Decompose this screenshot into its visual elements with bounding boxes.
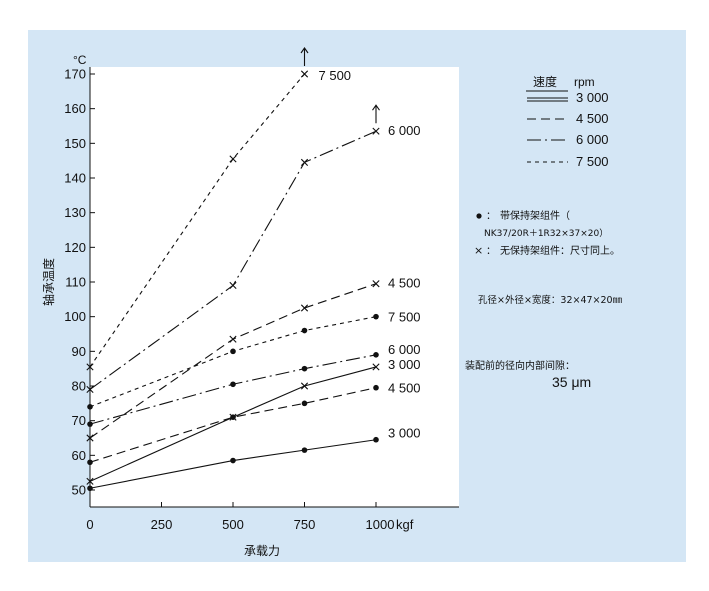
y-tick-label: 70: [72, 413, 86, 428]
series-line: [89, 130, 377, 390]
y-tick-label: 160: [64, 101, 86, 116]
legend-label-3000: 3 000: [576, 90, 609, 105]
series-end-label: 7 500: [388, 310, 421, 325]
off-scale-arrow: [300, 47, 309, 66]
data-point-x: [372, 363, 380, 371]
x-tick-label: 0: [86, 517, 93, 532]
x-axis-title: 承载力: [244, 544, 280, 558]
x-marker-icon: ×: [474, 244, 483, 257]
axis-layer: 50 60 70 80 90 100 110 120 130 140 150 160 170 0 250 50…: [64, 67, 459, 532]
data-point-x: [300, 158, 309, 166]
clearance-value: 35 μm: [552, 374, 591, 390]
legend-label-4500: 4 500: [576, 111, 609, 126]
series-end-label: 4 500: [388, 381, 421, 396]
dot-note-colon: ：: [486, 211, 496, 222]
y-tick-label: 140: [64, 171, 86, 186]
data-point-x: [229, 335, 237, 343]
y-tick-label: 50: [72, 483, 86, 498]
series-line: [89, 439, 377, 489]
legend: 速度 rpm 3 000 4 500 6 000 7 500: [526, 74, 609, 169]
legend-label-6000: 6 000: [576, 132, 609, 147]
data-point-dot: [301, 400, 308, 407]
data-point-x: [229, 413, 237, 421]
y-axis-title: 轴承温度: [41, 258, 56, 306]
legend-swatches: [527, 97, 568, 163]
data-point-x: [229, 281, 237, 290]
off-scale-arrow: [372, 104, 380, 124]
y-tick-label: 100: [64, 309, 86, 324]
data-point-dot: [301, 447, 308, 453]
series-end-label: 6 000: [388, 342, 421, 357]
data-point-x: [229, 155, 237, 163]
dimension-note: 孔径×外径×宽度：32×47×20㎜: [478, 294, 623, 306]
dot-note-size: NK37/20R＋1R32×37×20）: [484, 228, 608, 239]
data-point-x: [372, 127, 380, 135]
y-axis-unit: °C: [73, 53, 87, 67]
x-note: 无保持架组件：尺寸同上。: [500, 244, 620, 257]
x-tick-label: 1000: [366, 517, 395, 532]
data-point-dot: [373, 352, 379, 358]
data-point-dot: [373, 436, 379, 443]
series-end-label: 7 500: [319, 68, 352, 83]
y-tick-label: 90: [72, 344, 86, 359]
series-line: [89, 387, 377, 463]
series-line: [89, 316, 377, 408]
y-tick-label: 120: [64, 240, 86, 255]
data-point-x: [372, 280, 380, 288]
y-tick-label: 130: [64, 205, 86, 220]
data-point-dot: [301, 327, 308, 334]
data-point-dot: [230, 348, 236, 355]
notes: ： 带保持架组件（ NK37/20R＋1R32×37×20） × ： 无保持架组…: [465, 209, 623, 390]
data-point-x: [300, 382, 309, 390]
y-tick-label: 80: [72, 379, 86, 394]
x-tick-label: 500: [222, 517, 244, 532]
plot-area: [90, 67, 459, 507]
data-point-x: [300, 70, 309, 78]
series-line: [89, 354, 377, 425]
clearance-label: 装配前的径向内部间隙：: [465, 359, 575, 372]
y-tick-label: 150: [64, 136, 86, 151]
series-layer: 3 000 4 500 6 000 7 500 3 000 4 500 6 000 7 500: [86, 47, 421, 492]
data-point-dot: [373, 384, 379, 391]
series-line: [89, 283, 377, 439]
data-point-dot: [230, 381, 236, 388]
y-tick-label: 170: [64, 67, 86, 82]
series-end-label: 3 000: [388, 426, 421, 441]
legend-title-rpm: rpm: [574, 75, 595, 89]
dot-marker-icon: [476, 213, 482, 219]
x-note-colon: ：: [486, 246, 496, 257]
data-point-dot: [373, 313, 379, 320]
x-tick-label: 250: [151, 517, 173, 532]
series-end-label: 3 000: [388, 357, 421, 372]
legend-title-speed: 速度: [533, 74, 557, 89]
y-tick-label: 110: [65, 275, 86, 290]
y-tick-label: 60: [72, 448, 86, 463]
data-point-dot: [230, 457, 236, 464]
legend-label-7500: 7 500: [576, 154, 609, 169]
series-end-label: 4 500: [388, 276, 421, 291]
data-point-x: [300, 304, 309, 312]
x-axis-unit: kgf: [396, 517, 414, 532]
dot-note: 带保持架组件（: [500, 209, 570, 222]
series-line: [89, 366, 377, 482]
series-end-label: 6 000: [388, 123, 421, 138]
x-tick-label: 750: [294, 517, 316, 532]
data-point-dot: [301, 365, 308, 372]
